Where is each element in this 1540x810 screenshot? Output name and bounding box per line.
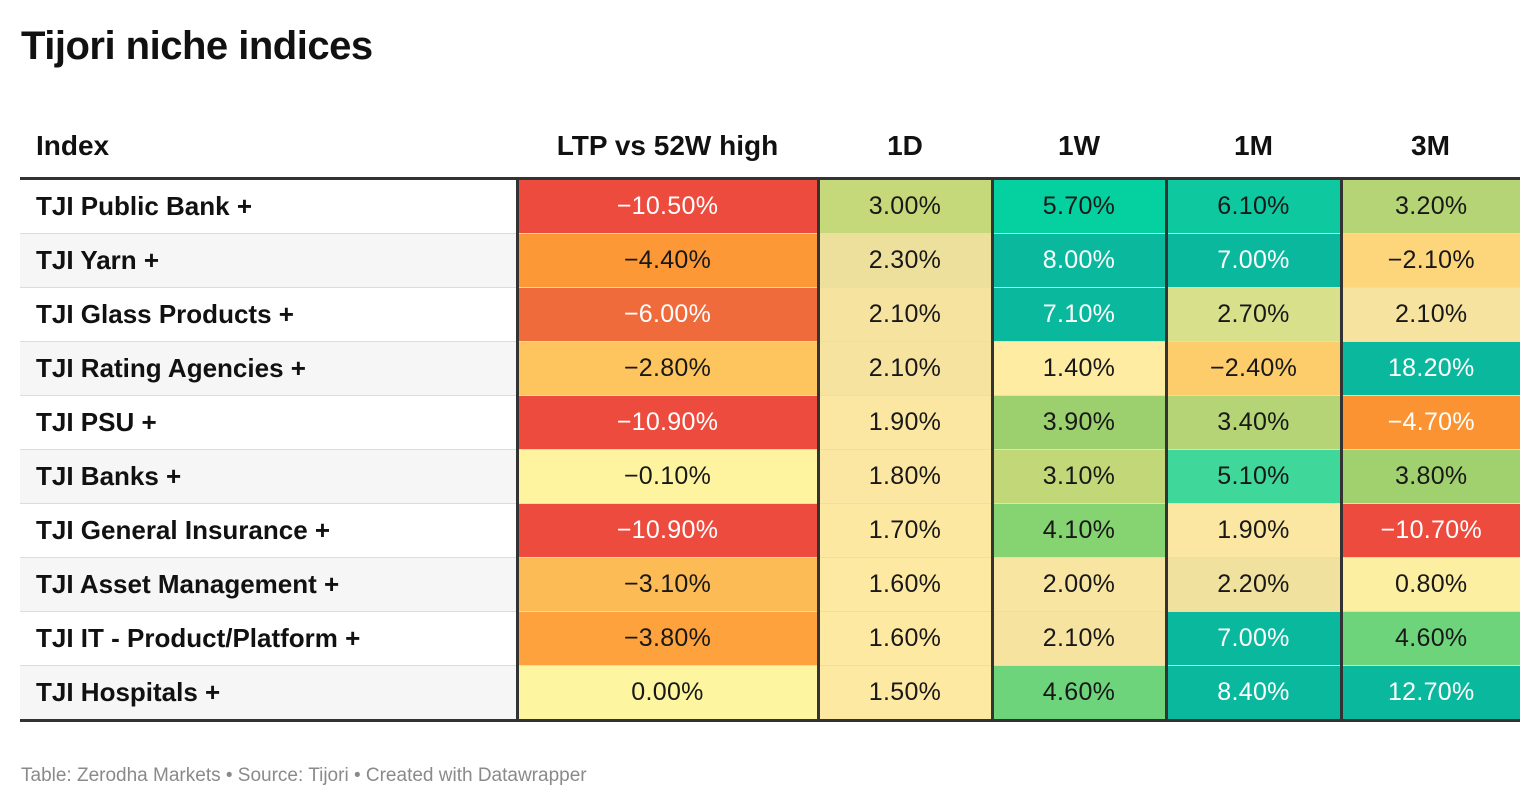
chart-title: Tijori niche indices — [21, 24, 373, 68]
value-cell-ltp-vs-52w-high: −10.90% — [515, 395, 818, 450]
table-row: TJI Hospitals +0.00% 1.50% 4.60% 8.40% 12.70… — [20, 665, 1520, 722]
value-cell-ltp-vs-52w-high: −10.90% — [515, 503, 818, 558]
value-cell-1w: 8.00% — [990, 233, 1166, 288]
value-cell-1m: −2.40% — [1164, 341, 1341, 396]
value-cell-ltp-vs-52w-high: −6.00% — [515, 287, 818, 342]
value-cell-1w: 4.10% — [990, 503, 1166, 558]
value-cell-ltp-vs-52w-high: −4.40% — [515, 233, 818, 288]
table-row: TJI Public Bank + −10.50% 3.00% 5.70% 6.10% 3… — [20, 178, 1520, 234]
value-cell-3m: 4.60% — [1339, 611, 1520, 666]
index-name-cell: TJI Hospitals + — [20, 665, 517, 722]
value-cell-1m: 8.40% — [1164, 665, 1341, 722]
table-row: TJI General Insurance + −10.90% 1.70% 4.10%… — [20, 503, 1520, 558]
value-cell-3m: −4.70% — [1339, 395, 1520, 450]
table-row: TJI Banks + −0.10% 1.80% 3.10% 5.10% 3.80% — [20, 449, 1520, 504]
value-cell-ltp-vs-52w-high: −3.10% — [515, 557, 818, 612]
value-cell-3m: 3.20% — [1339, 178, 1520, 234]
header-row: Index LTP vs 52W high 1D 1W 1M 3M — [20, 115, 1520, 180]
value-cell-1d: 2.10% — [816, 341, 992, 396]
value-cell-3m: 18.20% — [1339, 341, 1520, 396]
table-row: TJI Rating Agencies + −2.80% 2.10% 1.40% −2.… — [20, 341, 1520, 396]
value-cell-1d: 1.70% — [816, 503, 992, 558]
value-cell-1m: 3.40% — [1164, 395, 1341, 450]
value-cell-ltp-vs-52w-high: −2.80% — [515, 341, 818, 396]
value-cell-1d: 3.00% — [816, 178, 992, 234]
value-cell-1w: 1.40% — [990, 341, 1166, 396]
index-name-cell: TJI General Insurance + — [20, 503, 517, 558]
value-cell-1m: 6.10% — [1164, 178, 1341, 234]
index-name-cell: TJI PSU + — [20, 395, 517, 450]
value-cell-1d: 1.50% — [816, 665, 992, 722]
index-name-cell: TJI Asset Management + — [20, 557, 517, 612]
index-name-cell: TJI Yarn + — [20, 233, 517, 288]
value-cell-3m: 3.80% — [1339, 449, 1520, 504]
value-cell-ltp-vs-52w-high: −0.10% — [515, 449, 818, 504]
value-cell-1d: 1.80% — [816, 449, 992, 504]
value-cell-1m: 5.10% — [1164, 449, 1341, 504]
value-cell-1m: 2.70% — [1164, 287, 1341, 342]
table-row: TJI PSU + −10.90% 1.90% 3.90% 3.40% −4.70% — [20, 395, 1520, 450]
column-header-1d[interactable]: 1D — [818, 115, 992, 180]
value-cell-3m: 2.10% — [1339, 287, 1520, 342]
value-cell-1d: 2.30% — [816, 233, 992, 288]
value-cell-1w: 4.60% — [990, 665, 1166, 722]
table-body: TJI Public Bank + −10.50% 3.00% 5.70% 6.10% 3… — [20, 178, 1520, 722]
index-name-cell: TJI Glass Products + — [20, 287, 517, 342]
index-name-cell: TJI IT - Product/Platform + — [20, 611, 517, 666]
table-row: TJI Glass Products + −6.00% 2.10% 7.10% 2.70… — [20, 287, 1520, 342]
value-cell-1d: 1.60% — [816, 611, 992, 666]
value-cell-1d: 1.60% — [816, 557, 992, 612]
index-name-cell: TJI Rating Agencies + — [20, 341, 517, 396]
value-cell-3m: 12.70% — [1339, 665, 1520, 722]
value-cell-1w: 2.10% — [990, 611, 1166, 666]
value-cell-1w: 3.90% — [990, 395, 1166, 450]
value-cell-1m: 7.00% — [1164, 233, 1341, 288]
column-header-ltp-vs-52w-high[interactable]: LTP vs 52W high — [517, 115, 818, 180]
source-footer: Table: Zerodha Markets • Source: Tijori … — [21, 765, 587, 786]
column-header-1m[interactable]: 1M — [1166, 115, 1341, 180]
table-row: TJI Asset Management + −3.10% 1.60% 2.00% 2.… — [20, 557, 1520, 612]
value-cell-ltp-vs-52w-high: −3.80% — [515, 611, 818, 666]
value-cell-1w: 7.10% — [990, 287, 1166, 342]
index-name-cell: TJI Banks + — [20, 449, 517, 504]
table-row: TJI IT - Product/Platform + −3.80% 1.60% 2.… — [20, 611, 1520, 666]
table-row: TJI Yarn + −4.40% 2.30% 8.00% 7.00% −2.10% — [20, 233, 1520, 288]
value-cell-1d: 1.90% — [816, 395, 992, 450]
column-header-3m[interactable]: 3M — [1341, 115, 1520, 180]
heatmap-table: Index LTP vs 52W high 1D 1W 1M 3M TJI Pu… — [20, 115, 1520, 722]
column-header-index[interactable]: Index — [20, 115, 517, 180]
index-name-cell: TJI Public Bank + — [20, 178, 517, 234]
value-cell-ltp-vs-52w-high: −10.50% — [515, 178, 818, 234]
column-header-1w[interactable]: 1W — [992, 115, 1166, 180]
value-cell-ltp-vs-52w-high: 0.00% — [515, 665, 818, 722]
value-cell-3m: 0.80% — [1339, 557, 1520, 612]
value-cell-1m: 7.00% — [1164, 611, 1341, 666]
value-cell-1m: 1.90% — [1164, 503, 1341, 558]
value-cell-1w: 5.70% — [990, 178, 1166, 234]
value-cell-1w: 2.00% — [990, 557, 1166, 612]
value-cell-3m: −2.10% — [1339, 233, 1520, 288]
value-cell-3m: −10.70% — [1339, 503, 1520, 558]
value-cell-1w: 3.10% — [990, 449, 1166, 504]
value-cell-1m: 2.20% — [1164, 557, 1341, 612]
value-cell-1d: 2.10% — [816, 287, 992, 342]
